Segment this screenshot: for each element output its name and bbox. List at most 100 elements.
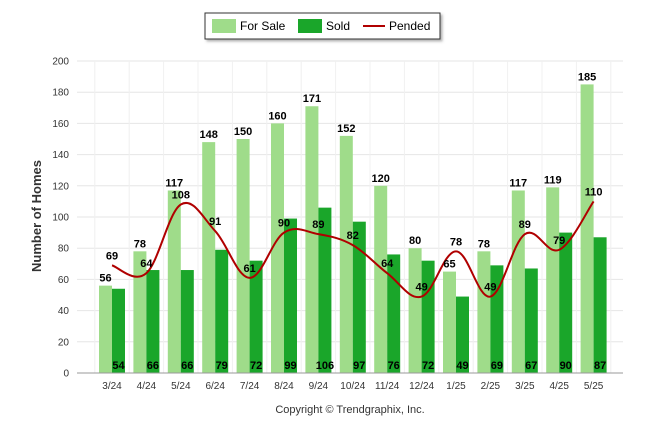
legend: For Sale Sold Pended bbox=[204, 12, 441, 40]
data-label-pended: 110 bbox=[585, 186, 603, 198]
data-label-for-sale: 120 bbox=[372, 173, 390, 185]
x-tick-label: 8/24 bbox=[274, 381, 294, 392]
data-label-for-sale: 65 bbox=[443, 259, 455, 271]
data-label-pended: 78 bbox=[450, 236, 462, 248]
data-label-for-sale: 152 bbox=[337, 123, 355, 135]
data-label-pended: 90 bbox=[278, 218, 290, 230]
bar-sold bbox=[421, 260, 435, 373]
y-tick-label: 0 bbox=[63, 369, 69, 380]
data-label-for-sale: 117 bbox=[509, 177, 527, 189]
data-label-sold: 49 bbox=[456, 360, 468, 372]
bar-for-sale bbox=[167, 190, 181, 373]
bar-sold bbox=[559, 232, 573, 373]
y-tick-label: 100 bbox=[52, 213, 69, 224]
bar-for-sale bbox=[477, 251, 491, 373]
bar-sold bbox=[490, 265, 504, 373]
bar-for-sale bbox=[408, 248, 422, 373]
data-label-pended: 82 bbox=[347, 230, 359, 242]
data-label-for-sale: 160 bbox=[268, 110, 286, 122]
legend-label-pended: Pended bbox=[389, 19, 430, 33]
y-tick-label: 40 bbox=[58, 306, 70, 317]
data-label-for-sale: 80 bbox=[409, 235, 421, 247]
data-label-pended: 79 bbox=[553, 235, 565, 247]
legend-swatch-for-sale bbox=[212, 19, 236, 33]
x-tick-label: 3/24 bbox=[102, 381, 122, 392]
data-label-sold: 99 bbox=[284, 360, 296, 372]
data-label-pended: 49 bbox=[415, 282, 427, 294]
bar-sold bbox=[180, 270, 194, 373]
x-tick-label: 12/24 bbox=[409, 381, 434, 392]
data-label-pended: 61 bbox=[243, 263, 255, 275]
data-label-sold: 72 bbox=[250, 360, 262, 372]
data-label-for-sale: 78 bbox=[478, 238, 490, 250]
data-label-pended: 89 bbox=[519, 219, 531, 231]
bar-for-sale bbox=[546, 187, 560, 373]
x-tick-label: 1/25 bbox=[446, 381, 466, 392]
bar-sold bbox=[318, 207, 332, 373]
x-tick-label: 11/24 bbox=[375, 381, 400, 392]
data-label-for-sale: 117 bbox=[165, 177, 183, 189]
x-tick-label: 10/24 bbox=[340, 381, 365, 392]
data-label-sold: 66 bbox=[181, 360, 193, 372]
data-label-sold: 67 bbox=[525, 360, 537, 372]
y-tick-label: 60 bbox=[58, 275, 70, 286]
data-label-sold: 106 bbox=[316, 360, 334, 372]
data-label-sold: 97 bbox=[353, 360, 365, 372]
legend-swatch-sold bbox=[298, 19, 322, 33]
data-label-for-sale: 185 bbox=[578, 71, 596, 83]
data-label-pended: 69 bbox=[106, 250, 118, 262]
data-label-sold: 66 bbox=[147, 360, 159, 372]
bar-for-sale bbox=[133, 251, 147, 373]
data-label-sold: 87 bbox=[594, 360, 606, 372]
bar-for-sale bbox=[202, 142, 216, 373]
data-label-pended: 64 bbox=[381, 258, 394, 270]
bar-for-sale bbox=[443, 271, 456, 373]
copyright-text: Copyright © Trendgraphix, Inc. bbox=[275, 404, 424, 416]
data-label-pended: 108 bbox=[172, 190, 190, 202]
bar-sold bbox=[112, 288, 125, 373]
bar-sold bbox=[284, 218, 297, 373]
data-label-pended: 91 bbox=[209, 216, 221, 228]
bar-for-sale bbox=[236, 139, 250, 373]
bar-sold bbox=[387, 254, 401, 373]
x-tick-label: 7/24 bbox=[240, 381, 260, 392]
x-tick-label: 5/25 bbox=[584, 381, 604, 392]
data-label-pended: 89 bbox=[312, 219, 324, 231]
legend-label-sold: Sold bbox=[326, 19, 350, 33]
pended-line bbox=[111, 200, 595, 299]
bar-sold bbox=[352, 221, 366, 373]
legend-box bbox=[204, 12, 441, 40]
data-label-pended: 49 bbox=[484, 282, 496, 294]
bar-sold bbox=[249, 260, 263, 373]
data-label-for-sale: 150 bbox=[234, 126, 252, 138]
bar-for-sale bbox=[580, 84, 594, 374]
data-label-sold: 90 bbox=[560, 360, 572, 372]
legend-label-for-sale: For Sale bbox=[240, 19, 286, 33]
x-tick-label: 4/24 bbox=[137, 381, 157, 392]
data-label-pended: 64 bbox=[140, 258, 153, 270]
data-label-sold: 76 bbox=[388, 360, 400, 372]
data-label-for-sale: 56 bbox=[99, 273, 111, 285]
bar-sold bbox=[146, 270, 160, 373]
y-tick-label: 80 bbox=[58, 244, 70, 255]
x-tick-label: 4/25 bbox=[549, 381, 569, 392]
data-label-sold: 69 bbox=[491, 360, 503, 372]
x-tick-label: 9/24 bbox=[309, 381, 329, 392]
y-tick-label: 120 bbox=[52, 181, 69, 192]
y-tick-label: 20 bbox=[58, 337, 70, 348]
data-label-for-sale: 171 bbox=[303, 93, 321, 105]
y-tick-label: 140 bbox=[52, 150, 69, 161]
bar-for-sale bbox=[511, 190, 525, 373]
bar-for-sale bbox=[271, 123, 284, 374]
x-tick-label: 3/25 bbox=[515, 381, 535, 392]
y-tick-label: 160 bbox=[52, 119, 69, 130]
bar-for-sale bbox=[99, 285, 112, 373]
bar-sold bbox=[593, 237, 607, 373]
bar-for-sale bbox=[374, 185, 388, 373]
y-axis-title: Number of Homes bbox=[29, 160, 44, 272]
data-label-sold: 54 bbox=[112, 360, 125, 372]
x-tick-label: 6/24 bbox=[205, 381, 225, 392]
data-label-for-sale: 148 bbox=[200, 129, 218, 141]
